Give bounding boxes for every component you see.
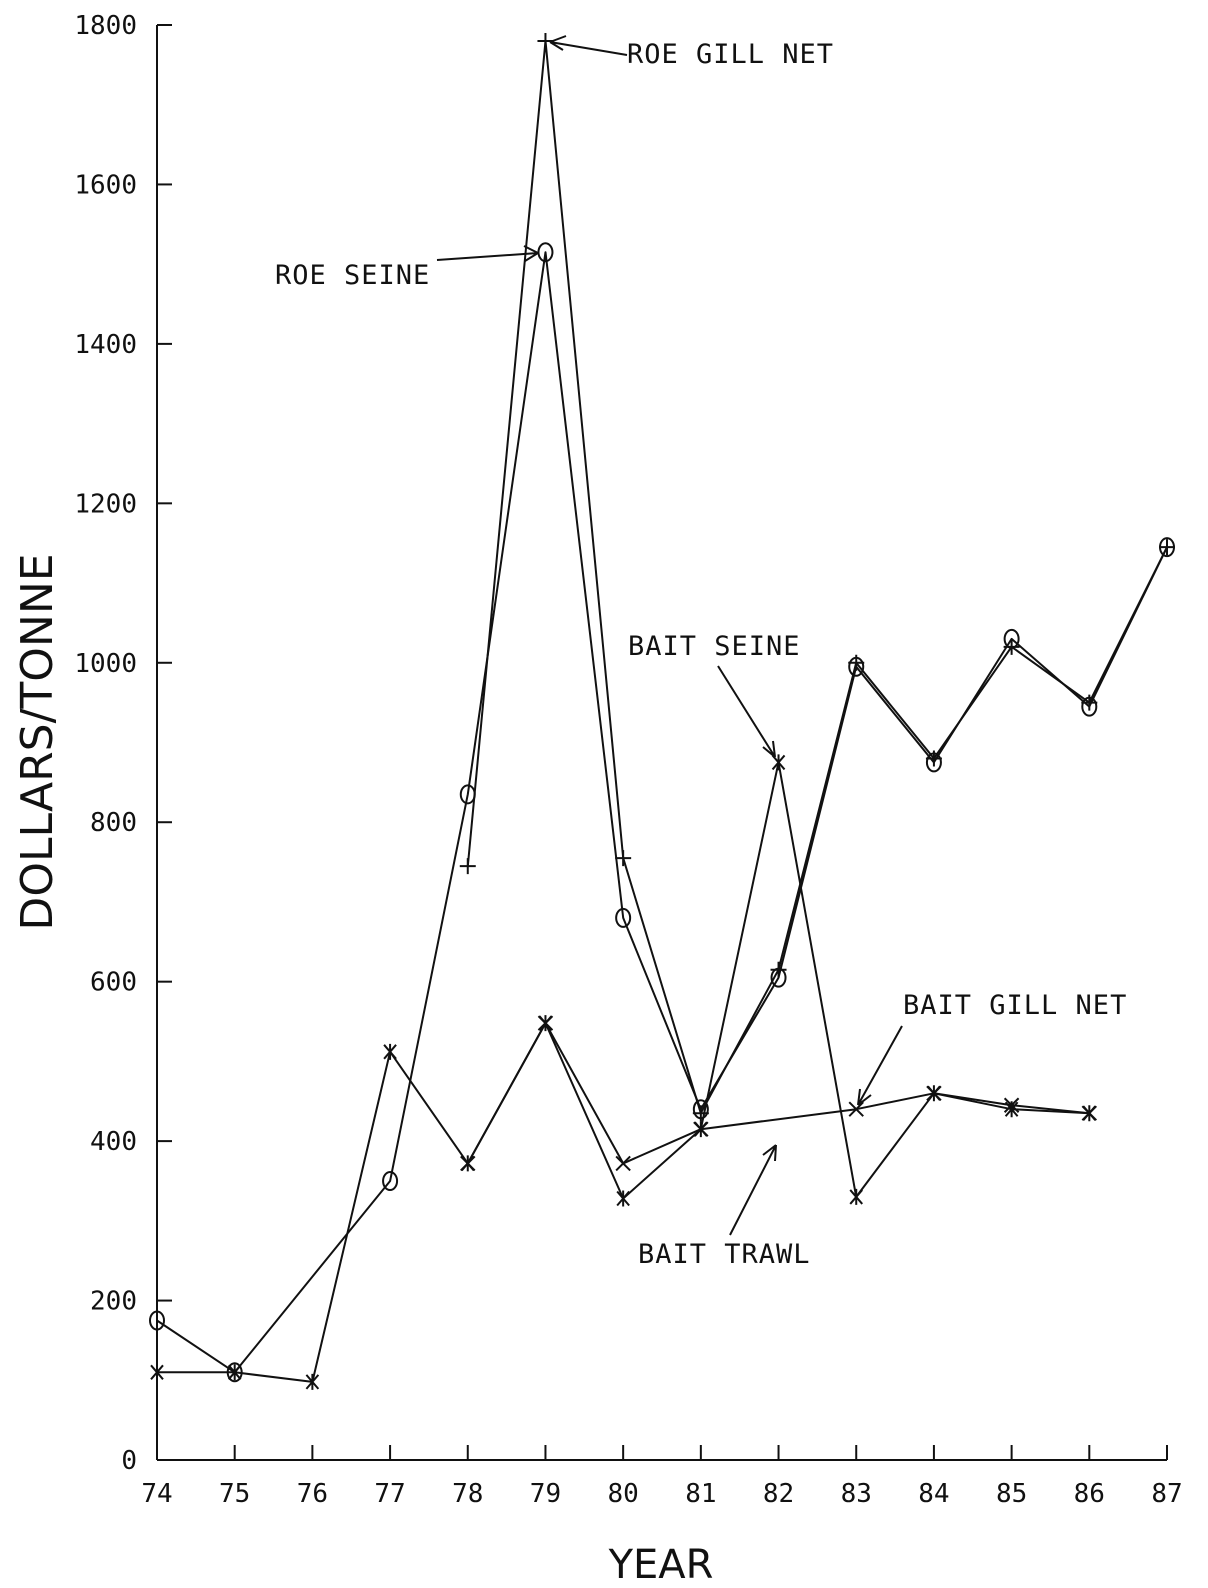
x-tick-label: 83 xyxy=(841,1479,872,1509)
x-axis-title: YEAR xyxy=(608,1542,714,1588)
data-point xyxy=(1081,1105,1098,1121)
series-circle xyxy=(149,242,1175,1383)
x-tick-label: 79 xyxy=(530,1479,561,1509)
annotation-roe-seine: ROE SEINE xyxy=(275,260,430,291)
data-point xyxy=(925,750,942,767)
x-tick-label: 80 xyxy=(607,1479,638,1509)
data-point xyxy=(771,754,786,771)
y-axis-title: DOLLARS/TONNE xyxy=(12,553,63,930)
y-tick-label: 600 xyxy=(90,968,137,998)
y-tick-label: 800 xyxy=(90,808,137,838)
series-line xyxy=(466,1022,1090,1165)
data-point xyxy=(926,1085,942,1101)
y-tick-label: 1800 xyxy=(74,11,137,41)
series-x xyxy=(460,1015,1098,1172)
x-tick-label: 75 xyxy=(219,1479,250,1509)
data-point xyxy=(150,1364,164,1381)
x-tick-label: 74 xyxy=(141,1479,172,1509)
data-point xyxy=(615,907,632,928)
data-point xyxy=(537,1015,554,1031)
data-point xyxy=(149,1310,165,1331)
x-tick-label: 76 xyxy=(297,1479,328,1509)
y-tick-label: 1200 xyxy=(74,489,137,519)
data-point xyxy=(459,858,476,875)
data-point xyxy=(537,242,554,263)
data-point xyxy=(305,1373,320,1390)
data-point xyxy=(1003,638,1020,655)
annotation-bait-trawl-arrow xyxy=(729,1144,777,1236)
data-point xyxy=(227,1364,242,1381)
axes xyxy=(156,25,1167,1461)
data-point xyxy=(848,1101,864,1117)
x-tick-label: 86 xyxy=(1074,1479,1105,1509)
annotation-bait-trawl: BAIT TRAWL xyxy=(638,1239,811,1270)
x-tick-label: 77 xyxy=(374,1479,405,1509)
annotations: ROE GILL NET ROE SEINE BAIT SEINE BAIT G… xyxy=(275,35,1127,1270)
series-layer xyxy=(149,32,1175,1390)
y-tick-label: 200 xyxy=(90,1287,137,1317)
data-point xyxy=(382,1170,399,1191)
series-line xyxy=(466,39,1168,1115)
y-tick-label: 1000 xyxy=(74,649,137,679)
data-point xyxy=(615,850,632,867)
x-tick-label: 84 xyxy=(918,1479,949,1509)
data-point xyxy=(1081,694,1098,711)
y-tick-label: 1600 xyxy=(74,170,137,200)
y-tick-label: 0 xyxy=(121,1446,137,1476)
x-tick-label: 85 xyxy=(996,1479,1027,1509)
annotation-bait-gill-net: BAIT GILL NET xyxy=(903,990,1127,1021)
data-point xyxy=(692,1105,709,1122)
annotation-roe-gill-net-arrow xyxy=(549,35,628,56)
data-point xyxy=(383,1043,397,1060)
x-tick-label: 78 xyxy=(452,1479,483,1509)
x-tick-label: 82 xyxy=(763,1479,794,1509)
series-plus xyxy=(459,32,1175,1122)
x-tick-label: 87 xyxy=(1151,1479,1182,1509)
data-point xyxy=(848,654,865,671)
annotation-bait-seine-arrow xyxy=(717,665,776,758)
data-point xyxy=(615,1155,631,1172)
data-point xyxy=(1159,539,1175,556)
series-line xyxy=(156,251,1168,1374)
data-point xyxy=(770,961,787,978)
annotation-bait-gill-net-arrow xyxy=(857,1025,903,1106)
annotation-bait-seine: BAIT SEINE xyxy=(628,631,801,662)
annotation-roe-seine-arrow xyxy=(436,245,539,262)
annotation-roe-gill-net: ROE GILL NET xyxy=(627,39,834,70)
y-ticks: 0 200 400 600 800 1000 1200 1400 1600 1800 xyxy=(74,11,172,1476)
y-tick-label: 400 xyxy=(90,1127,137,1157)
data-point xyxy=(849,1188,863,1205)
x-ticks: 74 75 76 77 78 79 80 81 82 83 84 85 86 87 xyxy=(141,1445,1183,1509)
data-point xyxy=(616,1190,630,1207)
data-point xyxy=(693,1121,709,1137)
x-tick-label: 81 xyxy=(685,1479,716,1509)
data-point xyxy=(460,1155,476,1172)
y-tick-label: 1400 xyxy=(74,330,137,360)
data-point xyxy=(1003,1097,1020,1113)
